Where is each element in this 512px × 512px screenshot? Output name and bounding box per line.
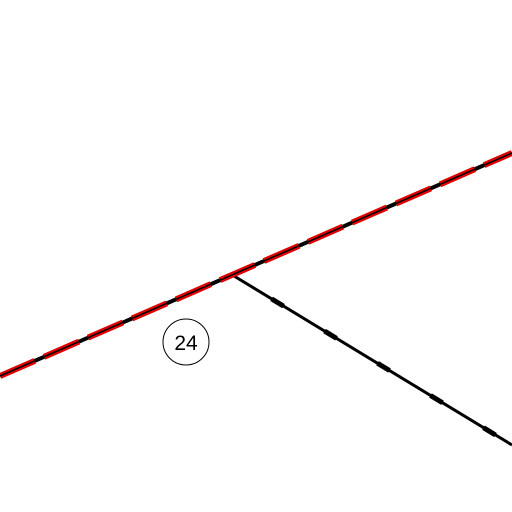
boundary-center-line — [0, 152, 512, 377]
property-boundary-line — [0, 150, 512, 379]
parcel-label[interactable]: 24 — [162, 318, 210, 366]
parcel-number: 24 — [174, 332, 198, 355]
lot-line — [232, 273, 512, 448]
lot-line-dash-marks — [232, 273, 512, 448]
parcel-label-circle — [162, 318, 210, 366]
